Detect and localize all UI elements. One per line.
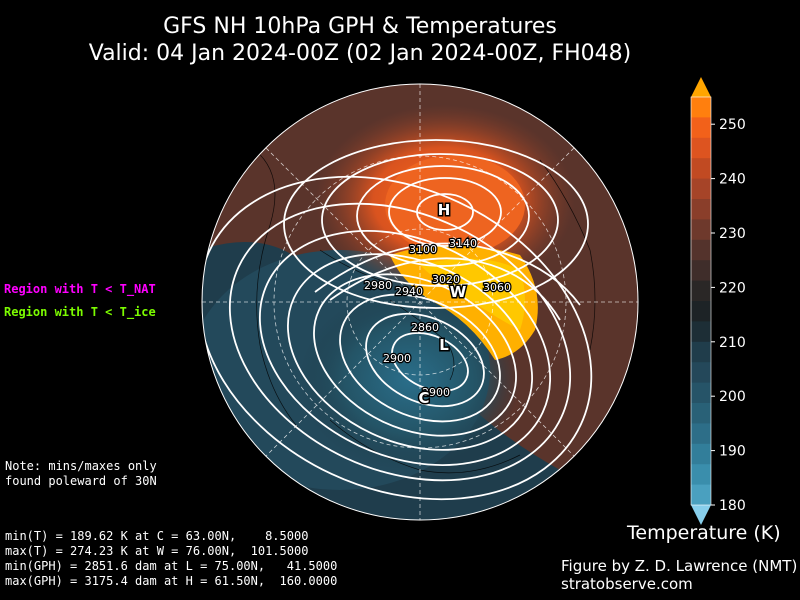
contour-label: 2900 xyxy=(422,386,450,399)
colorbar-outline xyxy=(690,96,712,506)
map-boundary xyxy=(201,83,639,521)
colorbar-min-arrow xyxy=(691,505,711,525)
contour-label: 3100 xyxy=(409,243,437,256)
colorbar-tick-label: 250 xyxy=(719,117,746,133)
gph-contours xyxy=(202,139,593,501)
colorbar-segment xyxy=(691,97,711,118)
extrema-marker-group: H L W C xyxy=(417,200,468,409)
colorbar-segment xyxy=(691,158,711,180)
warm-band-fill xyxy=(420,258,525,330)
stat-max-temp: max(T) = 274.23 K at W = 76.00N, 101.500… xyxy=(5,544,309,558)
colorbar-segment xyxy=(691,464,711,486)
contour-label: 2860 xyxy=(411,321,439,334)
map-valid-time: Valid: 04 Jan 2024-00Z (02 Jan 2024-00Z,… xyxy=(88,41,632,66)
colorbar-segment xyxy=(691,260,711,282)
contour-label: 3140 xyxy=(449,237,477,250)
contour-label: 2940 xyxy=(395,285,423,298)
warm-core-fill xyxy=(385,155,525,255)
colorbar-segment xyxy=(691,239,711,261)
colorbar-tick-label: 240 xyxy=(719,172,746,188)
graticule xyxy=(202,84,638,520)
stat-max-gph: max(GPH) = 3175.4 dam at H = 61.50N, 160… xyxy=(5,574,338,588)
colorbar-title: Temperature (K) xyxy=(627,522,781,544)
colorbar: 250 240 230 220 210 200 190 180 xyxy=(690,77,746,525)
map-title: GFS NH 10hPa GPH & Temperatures xyxy=(163,14,557,39)
contour-label: 2900 xyxy=(383,352,411,365)
colorbar-segment xyxy=(691,484,711,506)
contour-label-group: 3100 3140 3020 3060 2980 2940 2860 2900 … xyxy=(363,236,513,401)
colorbar-segment xyxy=(691,341,711,363)
colorbar-tick-label: 190 xyxy=(719,444,746,460)
colorbar-segment xyxy=(691,280,711,302)
colorbar-segment xyxy=(691,423,711,445)
ice-region-legend: Region with T < T_ice xyxy=(4,305,156,319)
colorbar-segment xyxy=(691,219,711,241)
colorbar-max-arrow xyxy=(691,77,711,97)
note-line: found poleward of 30N xyxy=(5,474,157,488)
colorbar-segment xyxy=(691,382,711,404)
colorbar-tick-label: 210 xyxy=(719,335,746,351)
colorbar-segment xyxy=(691,321,711,343)
colorbar-segment xyxy=(691,117,711,139)
colorbar-tick-label: 220 xyxy=(719,280,746,296)
contour-label: 3020 xyxy=(432,273,460,286)
colorbar-segment xyxy=(691,301,711,322)
stat-min-gph: min(GPH) = 2851.6 dam at L = 75.00N, 41.… xyxy=(5,559,338,573)
figure-credit: Figure by Z. D. Lawrence (NMT) xyxy=(561,557,798,575)
colorbar-segment xyxy=(691,362,711,384)
contour-label: 2980 xyxy=(364,279,392,292)
cold-marker: C xyxy=(418,389,429,407)
colorbar-tick-label: 180 xyxy=(719,498,746,514)
nat-region-legend: Region with T < T_NAT xyxy=(4,282,156,296)
low-marker: L xyxy=(439,336,449,354)
extrema-note: Note: mins/maxes only found poleward of … xyxy=(5,459,157,489)
colorbar-segment xyxy=(691,403,711,424)
warm-marker: W xyxy=(450,283,467,301)
colorbar-segment xyxy=(691,178,711,200)
high-marker: H xyxy=(438,201,451,219)
colorbar-segment xyxy=(691,443,711,465)
note-line: Note: mins/maxes only xyxy=(5,459,157,473)
contour-label: 3060 xyxy=(483,281,511,294)
extrema-stats: min(T) = 189.62 K at C = 63.00N, 8.5000 … xyxy=(5,529,337,589)
colorbar-segment xyxy=(691,199,711,220)
stat-min-temp: min(T) = 189.62 K at C = 63.00N, 8.5000 xyxy=(5,529,309,543)
colorbar-tick-label: 200 xyxy=(719,389,746,405)
colorbar-segment xyxy=(691,137,711,159)
colorbar-tick-label: 230 xyxy=(719,226,746,242)
website-credit: stratobserve.com xyxy=(561,575,693,593)
